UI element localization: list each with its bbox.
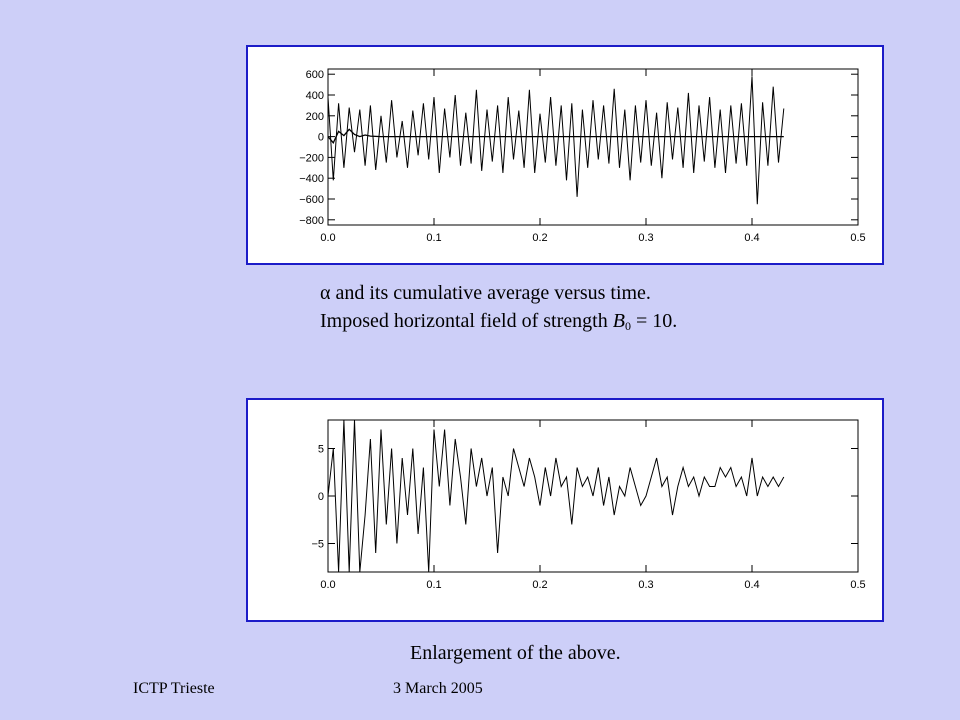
top-chart-y-tick-label: −200 [299, 152, 324, 164]
top-chart-y-tick-label: 0 [318, 132, 324, 144]
top-chart-x-tick-label: 0.5 [850, 232, 865, 244]
top-chart-y-tick-label: 400 [306, 90, 324, 102]
alpha-plot-frame: 0.0 0.1 0.2 0.3 0.4 0.5 600 400 200 0 −200 −400 −600… [246, 45, 884, 265]
bottom-chart-x-tick-label: 0.3 [638, 579, 653, 591]
top-chart-y-tick-label: −600 [299, 194, 324, 206]
bottom-chart-y-tick-label: −5 [311, 539, 324, 551]
top-chart-x-tick-label: 0.3 [638, 232, 653, 244]
caption-field-symbol: B [612, 310, 625, 332]
caption-field-subscript: 0 [624, 319, 631, 333]
bottom-chart-y-tick-label: 5 [318, 444, 324, 456]
top-chart-x-tick-label: 0.2 [532, 232, 547, 244]
enlarged-alpha-average-chart: 0.0 0.1 0.2 0.3 0.4 0.5 5 0 −5 [311, 419, 866, 591]
bottom-chart-x-tick-label: 0.1 [426, 579, 441, 591]
top-chart-y-tick-label: −400 [299, 173, 324, 185]
caption-line2-suffix: = 10. [630, 310, 678, 332]
caption-line2-prefix: Imposed horizontal field of strength [320, 310, 613, 332]
footer-date: 3 March 2005 [393, 680, 483, 697]
top-chart-axes-box [327, 68, 859, 226]
top-chart-y-tick-label: 200 [306, 111, 324, 123]
caption-enlargement: Enlargement of the above. [410, 640, 621, 666]
bottom-chart-x-tick-label: 0.4 [744, 579, 759, 591]
bottom-chart-x-tick-label: 0.0 [320, 579, 335, 591]
bottom-chart-x-tick-label: 0.2 [532, 579, 547, 591]
enlargement-plot-frame: 0.0 0.1 0.2 0.3 0.4 0.5 5 0 −5 [246, 398, 884, 622]
bottom-chart-series-0-line [328, 420, 785, 572]
top-chart-x-tick-label: 0.0 [320, 232, 335, 244]
caption-alpha: α and its cumulative average versus time… [320, 280, 651, 306]
bottom-chart-y-tick-label: 0 [318, 491, 324, 503]
caption-enlarge-text: Enlargement of the above. [410, 642, 621, 664]
caption-imposed-field: Imposed horizontal field of strength B0 … [320, 308, 677, 339]
bottom-chart-x-tick-label: 0.5 [850, 579, 865, 591]
caption-line1-text: α and its cumulative average versus time… [320, 282, 651, 304]
footer-venue: ICTP Trieste [133, 680, 215, 697]
top-chart-series-0-line [328, 76, 785, 205]
top-chart-x-tick-label: 0.4 [744, 232, 759, 244]
top-chart-cumulative-average-line [328, 128, 784, 144]
top-chart-y-tick-label: −800 [299, 215, 324, 227]
alpha-versus-time-chart: 0.0 0.1 0.2 0.3 0.4 0.5 600 400 200 0 −200 −400 −600… [299, 68, 866, 244]
top-chart-x-tick-label: 0.1 [426, 232, 441, 244]
top-chart-y-tick-label: 600 [306, 69, 324, 81]
